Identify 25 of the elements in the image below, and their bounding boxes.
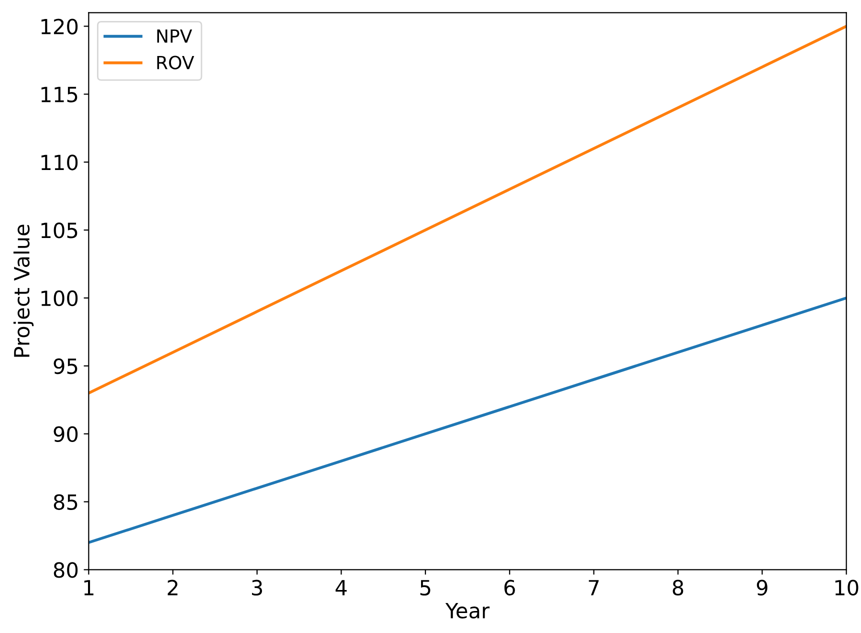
x-tick-label: 6 [504,580,515,596]
x-tick-label: 4 [336,580,347,596]
y-axis-title: Project Value [13,224,34,357]
y-tick-label: 95 [54,358,78,374]
x-tick-label: 8 [672,580,684,596]
x-tick-label: 1 [84,580,94,596]
legend-label: NPV [157,29,192,43]
y-tick-label: 120 [41,18,78,34]
y-tick-label: 100 [41,290,78,306]
x-tick-label: 2 [168,580,178,596]
x-tick-label: 9 [756,580,768,596]
x-tick-label: 3 [252,580,262,596]
y-tick-label: 105 [41,222,78,238]
y-tick-label: 90 [54,426,78,442]
x-tick-label: 10 [835,580,858,596]
line-series [88,296,846,544]
y-tick-label: 80 [54,562,78,578]
y-tick-label: 85 [54,494,78,510]
y-tick-label: 115 [41,86,78,102]
x-axis-title: Year [445,603,490,618]
line-series [88,24,846,394]
x-tick-label: 5 [420,580,430,596]
y-tick-label: 110 [41,154,78,170]
x-tick-label: 7 [588,580,599,596]
legend-label: ROV [157,56,194,70]
